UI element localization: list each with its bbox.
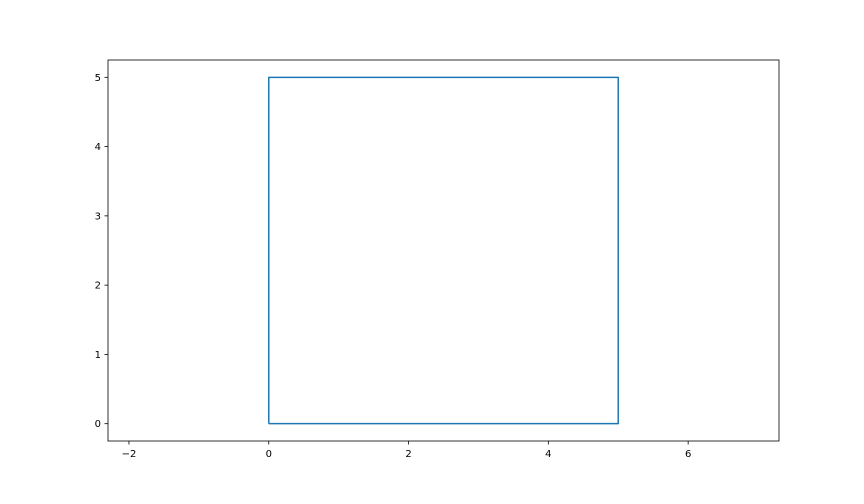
- y-tick-label: 3: [95, 211, 101, 222]
- y-tick-label: 1: [95, 350, 101, 361]
- plot-area-background: [108, 60, 779, 441]
- x-tick-label: 2: [405, 449, 411, 460]
- series-layer: [268, 76, 619, 425]
- y-tick-label: 0: [95, 419, 101, 430]
- y-axis: 0 1 2 3 4 5: [95, 73, 108, 430]
- x-tick-label: −2: [122, 449, 137, 460]
- series-line-0: [268, 76, 619, 425]
- x-tick-label: 0: [266, 449, 272, 460]
- x-tick-label: 6: [685, 449, 691, 460]
- x-axis: −2 0 2 4 6: [122, 441, 691, 460]
- plot-frame: [107, 59, 780, 442]
- y-tick-label: 2: [95, 281, 101, 292]
- y-tick-label: 5: [95, 73, 101, 84]
- x-tick-label: 4: [545, 449, 551, 460]
- y-tick-label: 4: [95, 142, 101, 153]
